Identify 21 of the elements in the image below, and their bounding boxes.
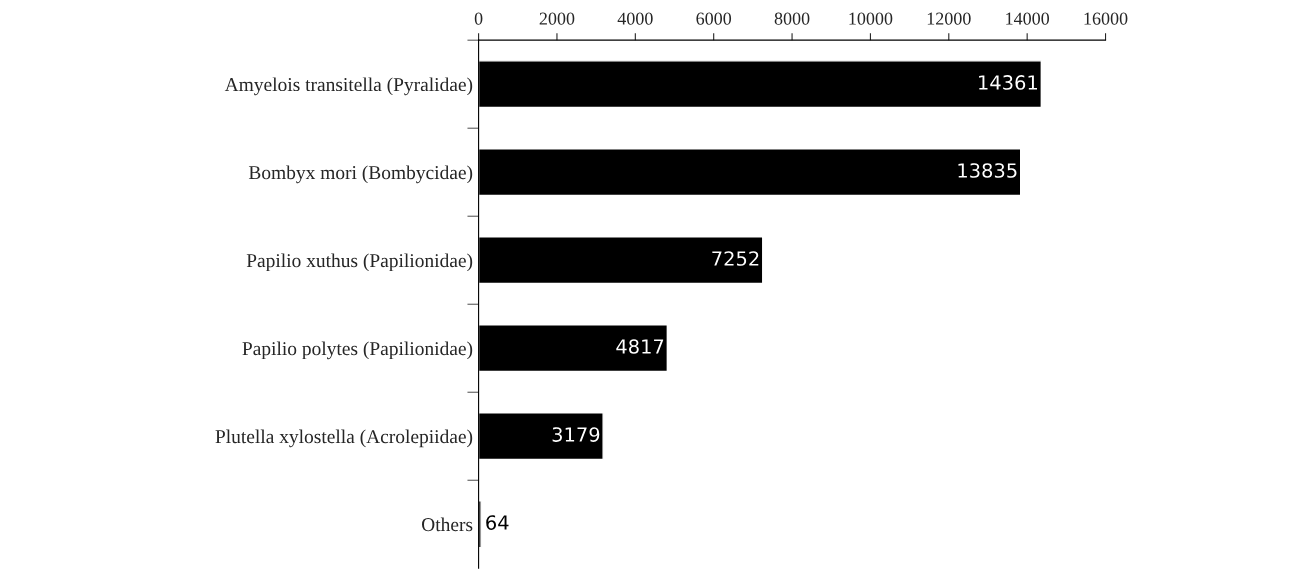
x-tick-label: 6000 [696, 12, 732, 25]
x-tick-label: 12000 [927, 12, 971, 25]
x-tick-label: 14000 [1006, 12, 1050, 25]
data-label: 14361 [979, 75, 1037, 90]
x-tick-label: 8000 [774, 12, 810, 25]
y-tick-label: Papilio polytes (Papilionidae) [242, 341, 473, 360]
x-tick-label: 10000 [849, 12, 893, 25]
y-tick-label: Papilio xuthus (Papilionidae) [246, 253, 473, 272]
data-label: 64 [486, 515, 509, 530]
y-tick-label: Amyelois transitella (Pyralidae) [224, 77, 473, 96]
x-tick-label: 4000 [617, 12, 653, 25]
data-label: 3179 [552, 427, 600, 442]
x-tick-label: 2000 [539, 12, 575, 25]
x-tick-label: 16000 [1084, 12, 1128, 25]
data-label: 4817 [616, 339, 664, 354]
data-label: 13835 [958, 163, 1017, 178]
x-tick-label: 0 [474, 12, 483, 25]
y-tick-label: Bombyx mori (Bombycidae) [248, 165, 473, 184]
y-tick-label: Others [421, 517, 473, 532]
data-label: 7252 [712, 251, 759, 266]
y-tick-label: Plutella xylostella (Acrolepiidae) [215, 429, 473, 448]
